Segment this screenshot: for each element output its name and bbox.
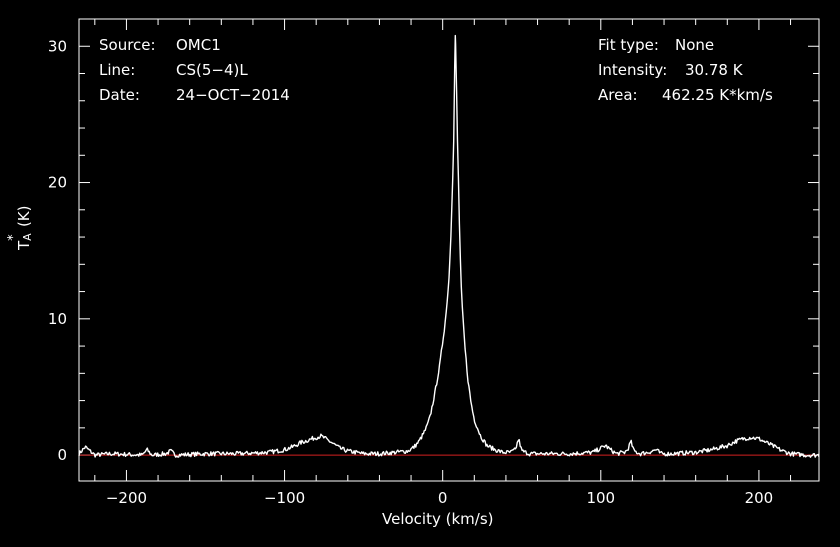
x-tick-label: −200	[106, 489, 147, 507]
x-tick-label: 0	[438, 489, 448, 507]
x-tick-label: 200	[745, 489, 774, 507]
x-tick-label: −100	[264, 489, 305, 507]
intensity-label: Intensity:	[598, 61, 668, 79]
date-value: 24−OCT−2014	[176, 86, 290, 104]
fit-type-value: None	[675, 36, 715, 54]
line-value: CS(5−4)L	[176, 61, 248, 79]
y-axis-label-unit: (K)	[15, 205, 33, 228]
y-tick-label: 20	[48, 174, 67, 192]
plot-frame	[78, 18, 820, 482]
source-label: Source:	[99, 36, 156, 54]
date-label: Date:	[99, 86, 140, 104]
fit-type-label: Fit type:	[598, 36, 659, 54]
y-tick-label: 30	[48, 37, 67, 55]
x-axis-label: Velocity (km/s)	[382, 510, 494, 528]
intensity-value: 30.78 K	[685, 61, 743, 79]
y-axis-label: T * A (K)	[6, 205, 34, 251]
y-axis-label-sub: A	[21, 233, 34, 241]
y-tick-label: 10	[48, 310, 67, 328]
tick-labels: −200 −100 0 100 200 0 10 20 30	[48, 37, 773, 507]
y-axis-label-sup: *	[6, 234, 21, 241]
spectrum-line	[78, 34, 820, 458]
axis-ticks	[79, 19, 819, 481]
y-axis-label-main: T	[15, 240, 33, 250]
area-value: 462.25 K*km/s	[662, 86, 773, 104]
x-tick-label: 100	[586, 489, 615, 507]
source-value: OMC1	[176, 36, 221, 54]
y-tick-label: 0	[57, 446, 67, 464]
line-label: Line:	[99, 61, 136, 79]
area-label: Area:	[598, 86, 638, 104]
